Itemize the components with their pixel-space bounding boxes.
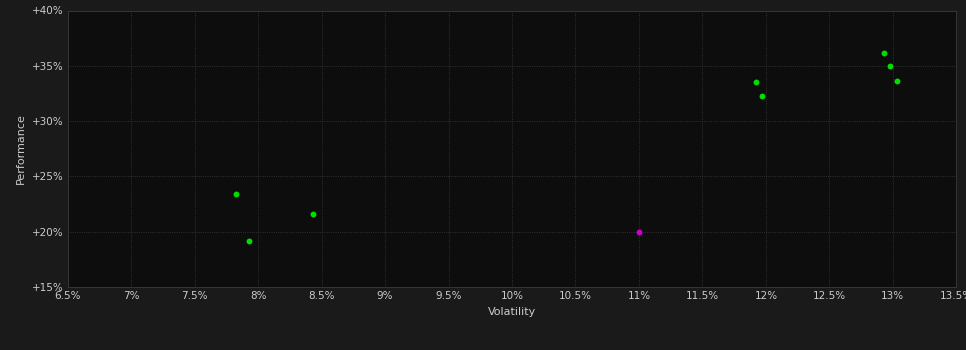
Point — [242, 238, 257, 243]
Point — [229, 191, 244, 197]
Point — [631, 229, 646, 234]
X-axis label: Volatility: Volatility — [488, 307, 536, 317]
Point — [876, 50, 892, 55]
Point — [889, 78, 904, 84]
Y-axis label: Performance: Performance — [16, 113, 26, 184]
Point — [748, 79, 763, 85]
Point — [883, 63, 898, 69]
Point — [754, 93, 770, 98]
Point — [305, 211, 321, 217]
